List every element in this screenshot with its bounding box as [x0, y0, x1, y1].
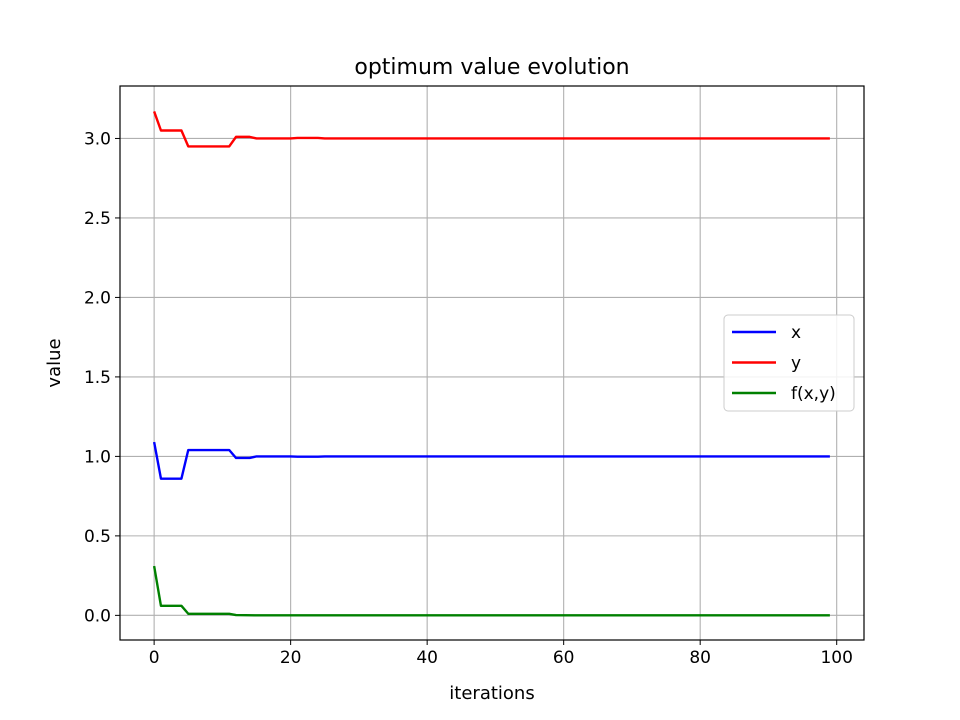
legend-entry-label: f(x,y) — [791, 384, 836, 404]
legend-entry-label: x — [791, 323, 801, 343]
y-tick-label: 0.5 — [84, 527, 111, 547]
series-line-x — [152, 441, 830, 480]
x-tick-label: 40 — [416, 648, 438, 668]
series-line-y — [153, 111, 830, 148]
x-tick-label: 60 — [553, 648, 575, 668]
y-tick-label: 2.5 — [84, 209, 111, 229]
y-tick-label: 2.0 — [84, 288, 111, 308]
plot-area-frame — [119, 85, 865, 641]
x-tick-label: 20 — [280, 648, 302, 668]
y-tick-label: 0.0 — [84, 606, 111, 626]
chart-title: optimum value evolution — [354, 55, 629, 80]
y-axis-label: value — [44, 338, 65, 387]
x-axis-label: iterations — [449, 683, 534, 704]
axis-ticks: 0 20 40 60 80 100 0.0 0.5 1.0 1.5 2.0 2.5 3.0 — [84, 129, 853, 668]
x-tick-label: 80 — [689, 648, 711, 668]
series-line-fxy — [152, 565, 830, 617]
data-series — [152, 111, 830, 617]
legend-box — [723, 314, 855, 412]
legend-entry-label: y — [791, 354, 801, 374]
x-tick-label: 0 — [149, 648, 160, 668]
y-tick-label: 1.5 — [84, 368, 111, 388]
x-tick-label: 100 — [820, 648, 852, 668]
y-tick-label: 1.0 — [84, 447, 111, 467]
legend: xy f(x,y) — [723, 314, 855, 412]
y-tick-label: 3.0 — [84, 129, 111, 149]
